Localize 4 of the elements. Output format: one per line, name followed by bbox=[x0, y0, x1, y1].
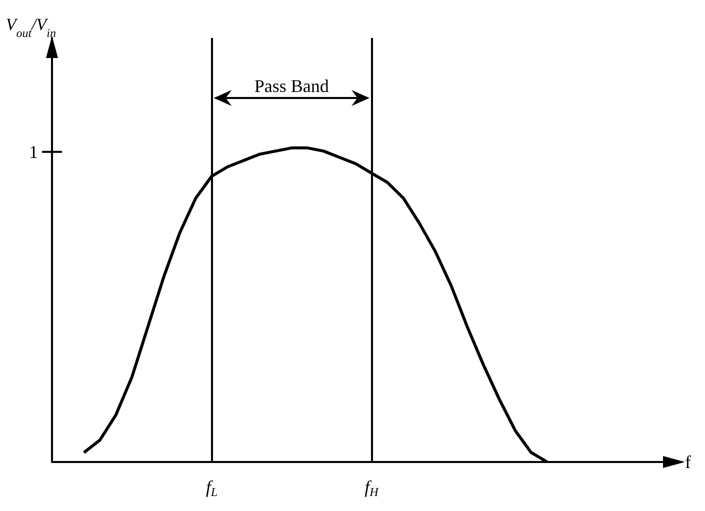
x-axis-title: f bbox=[685, 452, 691, 472]
text: 1 bbox=[29, 142, 38, 162]
text: Pass Band bbox=[254, 76, 329, 96]
text: V$_{out}$/V$_{in}$ bbox=[6, 15, 56, 40]
